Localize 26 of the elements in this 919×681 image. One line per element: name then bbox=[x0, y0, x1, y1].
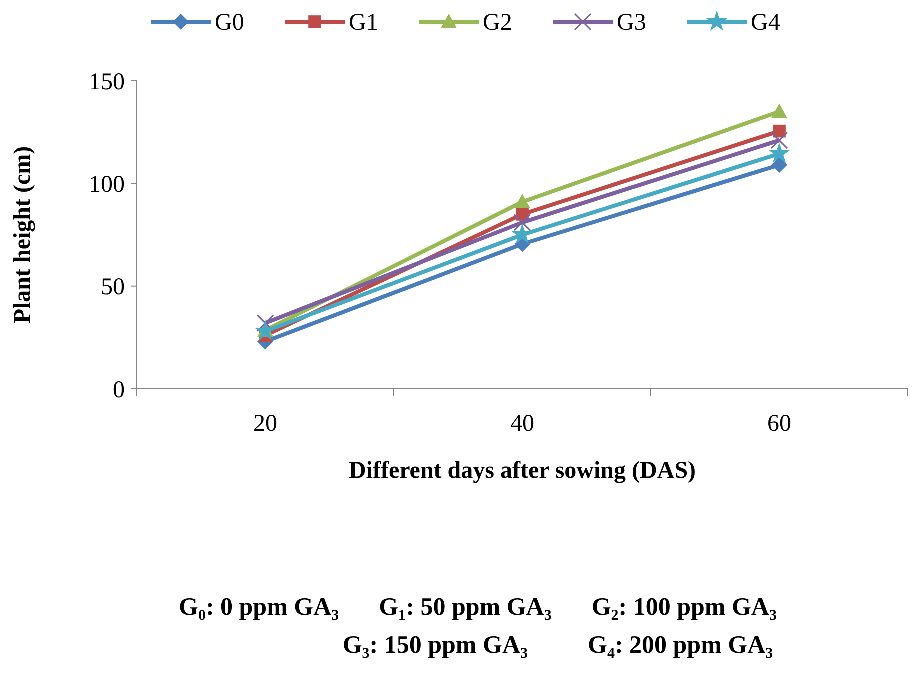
y-axis-title: Plant height (cm) bbox=[10, 146, 36, 324]
point bbox=[770, 132, 788, 150]
x-tick-label: 20 bbox=[254, 411, 278, 437]
x-tick-label: 60 bbox=[768, 411, 792, 437]
legend-label: G4 bbox=[751, 10, 780, 36]
point bbox=[772, 104, 788, 118]
point bbox=[768, 142, 790, 163]
text: G₁: 50 ppm GA₃ bbox=[379, 594, 552, 621]
legend-label: G1 bbox=[349, 10, 378, 36]
y-tick-label: 150 bbox=[89, 69, 125, 96]
point bbox=[772, 157, 788, 174]
point bbox=[256, 314, 274, 332]
text: G₀: 0 ppm GA₃ bbox=[179, 594, 340, 621]
y-tick-label: 100 bbox=[89, 172, 125, 198]
y-tick-label: 50 bbox=[101, 274, 125, 301]
legend-label: G3 bbox=[617, 10, 646, 36]
legend-label: G0 bbox=[215, 10, 244, 36]
x-axis-title: Different days after sowing (DAS) bbox=[348, 458, 696, 484]
point bbox=[514, 214, 532, 232]
text: G₂: 100 ppm GA₃ bbox=[592, 594, 777, 621]
text: G₄: 200 ppm GA₃ bbox=[588, 632, 774, 659]
y-tick-label: 0 bbox=[113, 377, 125, 404]
point bbox=[514, 194, 530, 209]
x-tick-label: 40 bbox=[510, 411, 534, 437]
legend-label: G2 bbox=[483, 10, 512, 36]
text: G₃: 150 ppm GA₃ bbox=[342, 632, 528, 659]
